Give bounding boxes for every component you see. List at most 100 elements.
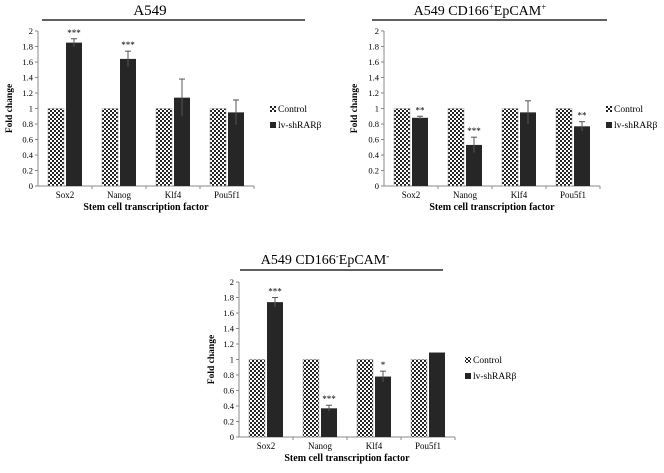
- y-tick-label: 0.4: [22, 150, 33, 160]
- y-tick-label: 1.4: [22, 73, 33, 83]
- legend-swatch-treatment: [465, 373, 471, 379]
- bar-control: [501, 108, 519, 187]
- x-axis-label: Stem cell transcription factor: [429, 202, 555, 213]
- bar-control: [302, 359, 320, 438]
- y-tick-label: 0.2: [22, 166, 33, 176]
- x-axis-label: Stem cell transcription factor: [83, 202, 209, 213]
- bar-control: [209, 108, 227, 187]
- y-tick-label: 1.2: [22, 88, 33, 98]
- bar-control: [410, 359, 428, 438]
- significance-label: ***: [322, 394, 336, 404]
- bar-treatment: [321, 408, 337, 437]
- bar-treatment: [412, 117, 428, 186]
- x-axis-label: Stem cell transcription factor: [284, 453, 410, 464]
- bar-treatment: [466, 144, 482, 186]
- x-tick-label: Sox2: [402, 190, 421, 200]
- y-tick-label: 0.8: [223, 370, 234, 380]
- y-tick-label: 1.6: [22, 57, 33, 67]
- y-tick-label: 0.4: [223, 401, 234, 411]
- x-tick-label: Nanog: [107, 190, 131, 200]
- y-tick-label: 0.2: [368, 166, 379, 176]
- bar-control: [101, 108, 119, 187]
- y-tick-label: 0.6: [368, 135, 379, 145]
- x-tick-label: Pou5f1: [415, 441, 441, 451]
- bar-treatment: [375, 376, 391, 437]
- y-tick-label: 0.8: [368, 119, 379, 129]
- x-tick-label: Pou5f1: [214, 190, 240, 200]
- y-tick-label: 0.6: [223, 386, 234, 396]
- x-tick-label: Sox2: [257, 441, 276, 451]
- bar-treatment: [429, 352, 445, 437]
- y-tick-label: 1.2: [368, 88, 379, 98]
- y-tick-label: 2: [230, 277, 234, 287]
- y-axis-label: Fold change: [207, 335, 217, 384]
- x-tick-label: Sox2: [56, 190, 75, 200]
- bar-treatment: [174, 97, 190, 186]
- y-tick-label: 1: [230, 355, 234, 365]
- chart-title: A549 CD166-EpCAM-: [261, 251, 390, 268]
- y-tick-label: 1.6: [223, 308, 234, 318]
- y-tick-label: 0: [375, 181, 379, 191]
- y-axis-label: Fold change: [5, 84, 15, 133]
- x-tick-label: Pou5f1: [560, 190, 586, 200]
- y-tick-label: 1.2: [223, 339, 234, 349]
- y-tick-label: 0.8: [22, 119, 33, 129]
- significance-label: ***: [467, 126, 481, 136]
- legend-label: Control: [278, 105, 307, 115]
- bar-control: [155, 108, 173, 187]
- chart-2: A549 CD166+EpCAM+ 0 0.2 0.4 0.6 0.8 1 1.2 1.4 1.6…: [350, 2, 658, 213]
- bar-control: [393, 108, 411, 187]
- x-tick-label: Klf4: [511, 190, 528, 200]
- significance-label: ***: [121, 40, 135, 50]
- significance-label: ***: [67, 28, 81, 38]
- y-tick-label: 0.6: [22, 135, 33, 145]
- bar-control: [248, 359, 266, 438]
- y-tick-label: 1: [375, 104, 379, 114]
- y-tick-label: 2: [29, 26, 33, 36]
- legend-label: Control: [473, 356, 502, 366]
- bar-control: [447, 108, 465, 187]
- legend-label: lv-shRARβ: [278, 121, 322, 131]
- bar-treatment: [228, 112, 244, 186]
- legend-swatch-treatment: [606, 122, 612, 128]
- significance-label: ***: [268, 287, 282, 297]
- significance-label: **: [578, 111, 588, 121]
- y-tick-label: 1.4: [223, 324, 234, 334]
- bar-control: [555, 108, 573, 187]
- legend-swatch-control: [270, 106, 276, 112]
- chart-1: A549 0 0.2 0.4 0.6 0.8 1 1.2 1.4 1.6 1.8 2 Fold chan…: [5, 3, 322, 213]
- legend-swatch-control: [465, 357, 471, 363]
- x-tick-label: Nanog: [453, 190, 477, 200]
- bar-treatment: [574, 126, 590, 186]
- legend-swatch-control: [606, 106, 612, 112]
- legend-swatch-treatment: [270, 122, 276, 128]
- y-tick-label: 1.4: [368, 73, 379, 83]
- x-tick-label: Nanog: [308, 441, 332, 451]
- bar-treatment: [267, 302, 283, 437]
- chart-3: A549 CD166-EpCAM- 0 0.2 0.4 0.6 0.8 1 1.2 1.4 1.6…: [207, 251, 517, 464]
- significance-label: **: [416, 105, 426, 115]
- bar-control: [47, 108, 65, 187]
- y-tick-label: 0: [29, 181, 33, 191]
- y-tick-label: 0.2: [223, 417, 234, 427]
- y-tick-label: 0.4: [368, 150, 379, 160]
- legend-label: lv-shRARβ: [473, 372, 517, 382]
- x-tick-label: Klf4: [165, 190, 182, 200]
- legend-label: Control: [614, 105, 643, 115]
- chart-title: A549 CD166+EpCAM+: [414, 2, 547, 19]
- bar-control: [356, 359, 374, 438]
- significance-label: *: [381, 360, 386, 370]
- y-tick-label: 1.6: [368, 57, 379, 67]
- y-axis-label: Fold change: [350, 84, 360, 133]
- y-tick-label: 1.8: [368, 42, 379, 52]
- y-tick-label: 1.8: [22, 42, 33, 52]
- y-tick-label: 0: [230, 432, 234, 442]
- bar-treatment: [120, 58, 136, 186]
- legend-label: lv-shRARβ: [614, 121, 658, 131]
- x-tick-label: Klf4: [366, 441, 383, 451]
- y-tick-label: 1: [29, 104, 33, 114]
- bar-treatment: [66, 42, 82, 186]
- bar-treatment: [520, 112, 536, 186]
